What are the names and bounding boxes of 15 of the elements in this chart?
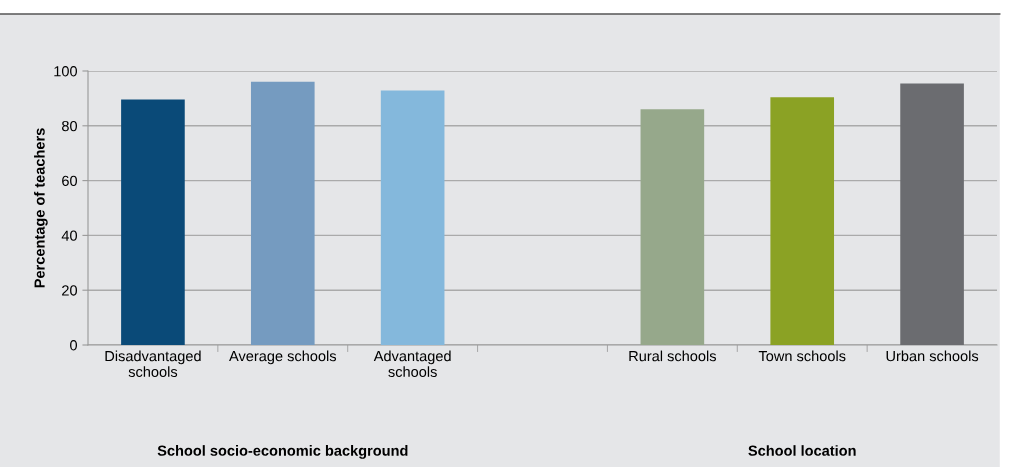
x-tick-label: Disadvantaged schools [105,350,201,377]
y-tick-label: 40 [61,230,78,241]
x-tick-label: Town schools [758,350,846,362]
x-tick-label: Advantaged schools [373,350,451,377]
y-tick-label: 60 [62,175,78,187]
y-tick-label: 20 [62,285,78,296]
y-tick-label: 100 [54,66,78,77]
x-tick-label: Rural schools [629,350,717,362]
x-tick-label: Urban schools [886,350,979,362]
y-tick-label: 0 [70,340,78,351]
y-tick-label: 80 [62,120,78,132]
text: School socio-economic background [157,445,408,459]
x-tick-label: Average schools [229,350,337,365]
y-axis-title: Percentage of teachers [34,128,48,288]
text: School location [748,445,856,456]
